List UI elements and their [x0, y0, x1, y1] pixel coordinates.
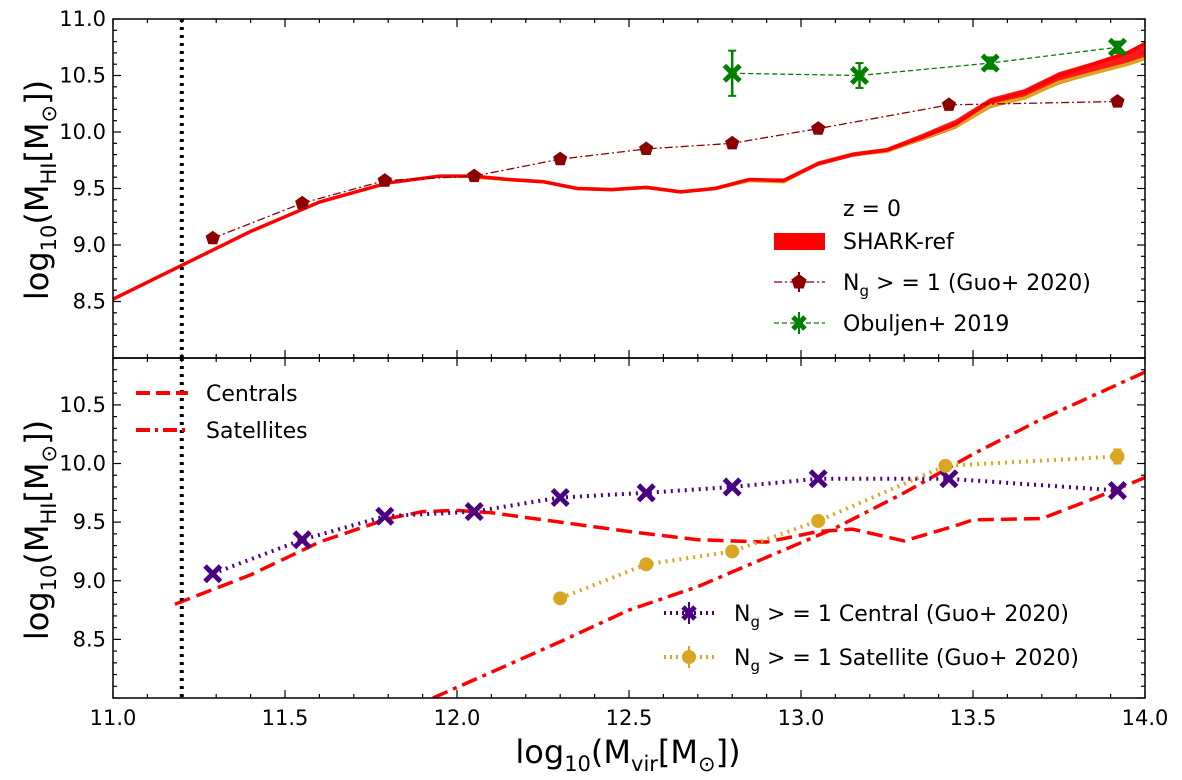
- top-legend: z = 0 SHARK-ref Ng > = 1 (Guo+ 2020) Obu…: [774, 197, 1091, 337]
- top-y-tick-labels: 8.5 9.0 9.5 10.0 10.5 11.0: [59, 7, 106, 314]
- marker-obuljen-2019: [1107, 37, 1128, 57]
- y-tick-label: 9.5: [73, 177, 106, 201]
- marker-n-g-1-satellite-guo-2020: [639, 557, 654, 572]
- marker-n-g-1-central-guo-2020: [1107, 480, 1128, 501]
- legend-label-shark-ref: SHARK-ref: [843, 230, 955, 255]
- legend-label-guo-central: Ng > = 1 Central (Guo+ 2020): [734, 602, 1069, 631]
- legend-label-obuljen: Obuljen+ 2019: [843, 312, 1009, 337]
- legend-label-guo: Ng > = 1 (Guo+ 2020): [843, 271, 1091, 300]
- marker-n-g-1-guo-2020: [553, 151, 568, 166]
- marker-n-g-1-guo-2020: [1110, 94, 1125, 108]
- marker-n-g-1-guo-2020: [811, 121, 826, 135]
- marker-n-g-1-satellite-guo-2020: [553, 591, 568, 606]
- bottom-axes-frame: [112, 357, 1146, 699]
- legend-marker-guo-satellite: [682, 650, 696, 664]
- x-axis-label: log10(Mvir[M⊙]): [515, 733, 740, 776]
- x-tick-label: 14.0: [1122, 706, 1169, 730]
- marker-n-g-1-satellite-guo-2020: [811, 513, 826, 528]
- x-tick-label: 13.0: [778, 706, 825, 730]
- marker-n-g-1-central-guo-2020: [550, 487, 570, 508]
- legend-marker-guo: [791, 274, 807, 289]
- marker-n-g-1-satellite-guo-2020: [1110, 449, 1125, 464]
- x-tick-label: 12.5: [606, 706, 653, 730]
- legend-label-guo-satellite: Ng > = 1 Satellite (Guo+ 2020): [734, 646, 1079, 675]
- marker-n-g-1-satellite-guo-2020: [725, 544, 740, 559]
- marker-n-g-1-central-guo-2020: [722, 477, 742, 497]
- bottom-legend-upper: Centrals Satellites: [136, 382, 308, 444]
- bottom-legend-lower: Ng > = 1 Central (Guo+ 2020) Ng > = 1 Sa…: [664, 602, 1079, 675]
- marker-obuljen-2019: [722, 63, 742, 83]
- y-tick-label: 9.5: [73, 510, 106, 534]
- marker-obuljen-2019: [980, 53, 1000, 73]
- top-y-axis-label: log10(MHI[M⊙]): [18, 80, 61, 300]
- marker-n-g-1-central-guo-2020: [375, 506, 395, 526]
- marker-n-g-1-guo-2020: [377, 173, 392, 187]
- y-tick-label: 10.5: [59, 64, 106, 88]
- marker-n-g-1-guo-2020: [639, 141, 654, 155]
- legend-label-centrals: Centrals: [206, 382, 298, 407]
- x-tick-label: 11.5: [262, 706, 309, 730]
- series-line-n-g-1-guo-2020: [212, 100, 1118, 239]
- legend-marker-guo-central: [681, 605, 697, 621]
- x-tick-label: 13.5: [950, 706, 997, 730]
- bottom-y-tick-labels: 8.5 9.0 9.5 10.0 10.5: [59, 393, 106, 651]
- marker-n-g-1-central-guo-2020: [292, 530, 312, 550]
- legend-marker-obuljen: [791, 315, 807, 331]
- series-line-centrals: [174, 475, 1145, 606]
- marker-n-g-1-central-guo-2020: [636, 483, 656, 503]
- marker-n-g-1-guo-2020: [467, 168, 482, 183]
- marker-n-g-1-guo-2020: [295, 195, 310, 210]
- y-tick-label: 11.0: [59, 7, 106, 31]
- series-line-shark-ref: [474, 56, 1145, 194]
- x-tick-label: 12.0: [434, 706, 481, 730]
- y-tick-label: 8.5: [73, 627, 106, 651]
- series-line-shark-ref: [113, 42, 1145, 301]
- marker-n-g-1-central-guo-2020: [203, 564, 223, 584]
- y-tick-label: 10.0: [59, 120, 106, 144]
- bottom-y-axis-label: log10(MHI[M⊙]): [18, 420, 61, 640]
- bottom-series-layer: [174, 370, 1145, 698]
- marker-n-g-1-central-guo-2020: [464, 502, 484, 522]
- y-tick-label: 8.5: [73, 290, 106, 314]
- y-tick-label: 9.0: [73, 233, 106, 257]
- marker-n-g-1-central-guo-2020: [808, 469, 828, 489]
- legend-title: z = 0: [843, 197, 901, 222]
- x-tick-labels: 11.0 11.5 12.0 12.5 13.0 13.5 14.0: [90, 706, 1169, 730]
- series-line-satellites: [432, 370, 1145, 698]
- series-line-n-g-1-satellite-guo-2020: [559, 454, 1118, 601]
- y-tick-label: 10.5: [59, 393, 106, 417]
- marker-n-g-1-guo-2020: [205, 230, 220, 245]
- legend-swatch-shark-ref: [774, 233, 825, 250]
- y-tick-label: 10.0: [59, 452, 106, 476]
- top-series-layer: [113, 37, 1145, 301]
- marker-n-g-1-central-guo-2020: [939, 469, 959, 489]
- top-panel: 8.5 9.0 9.5 10.0 10.5 11.0 z = 0 SHARK-ref Ng…: [59, 7, 1146, 359]
- series-band-shark-ref: [113, 41, 1145, 301]
- bottom-panel: 8.5 9.0 9.5 10.0 10.5 11.0 11.5 12.0 12.5 13.0 13…: [59, 357, 1169, 730]
- series-line-obuljen-2019: [732, 46, 1118, 77]
- marker-obuljen-2019: [849, 65, 870, 86]
- x-tick-label: 11.0: [90, 706, 137, 730]
- marker-n-g-1-guo-2020: [941, 97, 957, 111]
- marker-n-g-1-satellite-guo-2020: [938, 458, 953, 473]
- marker-n-g-1-guo-2020: [725, 135, 740, 150]
- y-tick-label: 9.0: [73, 569, 106, 593]
- legend-label-satellites: Satellites: [206, 419, 308, 444]
- series-line-n-g-1-central-guo-2020: [212, 476, 1118, 576]
